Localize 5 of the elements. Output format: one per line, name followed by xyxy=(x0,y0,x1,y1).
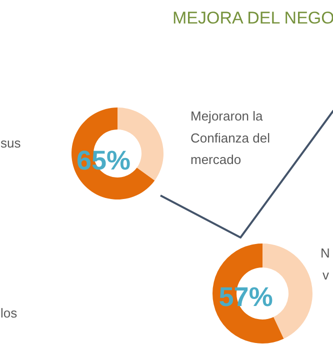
text: N xyxy=(320,246,330,260)
text: Mejoraron la Confianza del mercado xyxy=(190,108,270,167)
text: los xyxy=(0,306,18,320)
text: sus xyxy=(0,136,22,150)
text: v xyxy=(322,268,330,282)
